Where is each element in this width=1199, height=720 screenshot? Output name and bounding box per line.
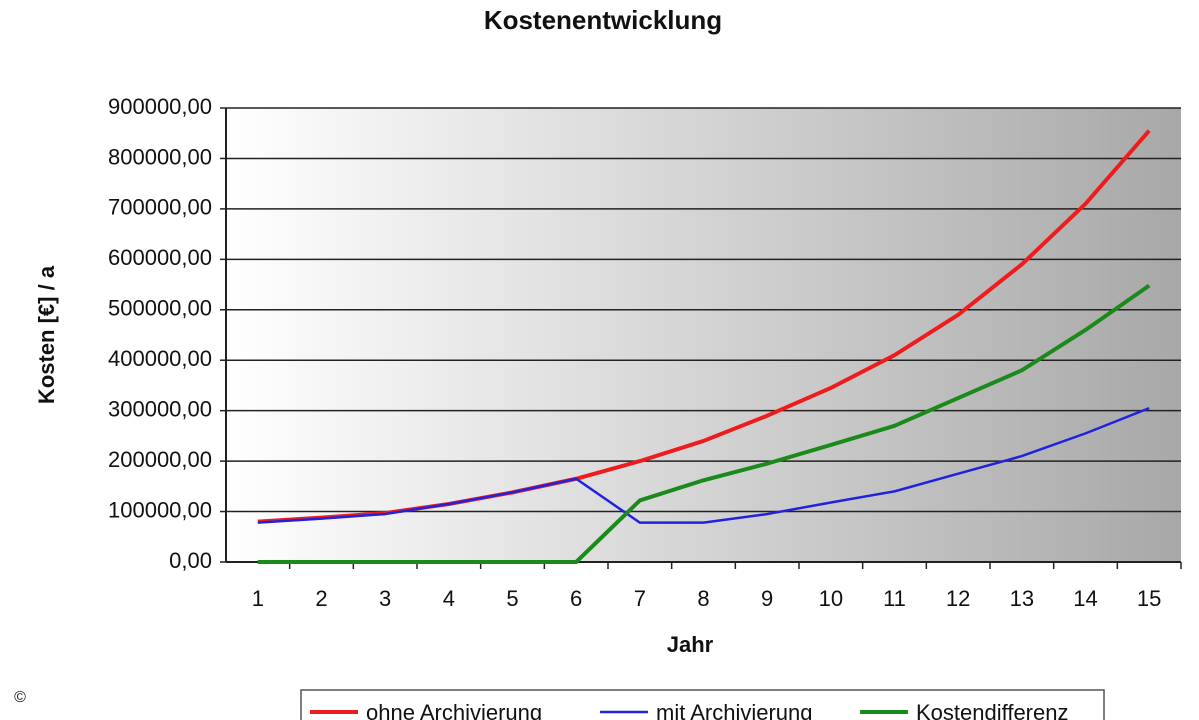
x-tick-label: 9 xyxy=(761,586,773,611)
x-tick-label: 14 xyxy=(1073,586,1097,611)
legend-label: ohne Archivierung xyxy=(366,700,542,720)
legend-box xyxy=(300,689,1105,720)
x-tick-label: 11 xyxy=(883,586,906,611)
x-tick-label: 4 xyxy=(443,586,455,611)
copyright: © xyxy=(14,689,26,706)
x-tick-label: 12 xyxy=(946,586,970,611)
y-tick-label: 200000,00 xyxy=(108,447,212,472)
x-tick-label: 8 xyxy=(697,586,709,611)
x-tick-label: 15 xyxy=(1137,586,1161,611)
x-tick-label: 10 xyxy=(819,586,843,611)
x-tick-label: 1 xyxy=(252,586,264,611)
chart-title: Kostenentwicklung xyxy=(484,5,722,35)
y-tick-label: 100000,00 xyxy=(108,497,212,522)
plot-area xyxy=(226,108,1181,562)
y-tick-label: 800000,00 xyxy=(108,144,212,169)
y-tick-label: 400000,00 xyxy=(108,346,212,371)
y-tick-label: 600000,00 xyxy=(108,245,212,270)
x-tick-label: 6 xyxy=(570,586,582,611)
y-tick-label: 900000,00 xyxy=(108,94,212,119)
y-tick-label: 300000,00 xyxy=(108,396,212,421)
x-axis-title: Jahr xyxy=(667,632,714,657)
x-tick-label: 2 xyxy=(315,586,327,611)
y-tick-label: 700000,00 xyxy=(108,195,212,220)
x-tick-label: 5 xyxy=(506,586,518,611)
y-tick-label: 500000,00 xyxy=(108,296,212,321)
legend-label: Kostendifferenz xyxy=(916,700,1068,720)
series-line xyxy=(257,406,1150,524)
x-tick-label: 7 xyxy=(634,586,646,611)
y-tick-label: 0,00 xyxy=(169,548,212,573)
series-line xyxy=(257,283,1151,564)
x-tick-label: 3 xyxy=(379,586,391,611)
x-tick-label: 13 xyxy=(1010,586,1034,611)
y-axis-title: Kosten [€] / a xyxy=(34,265,59,404)
legend-label: mit Archivierung xyxy=(656,700,813,720)
